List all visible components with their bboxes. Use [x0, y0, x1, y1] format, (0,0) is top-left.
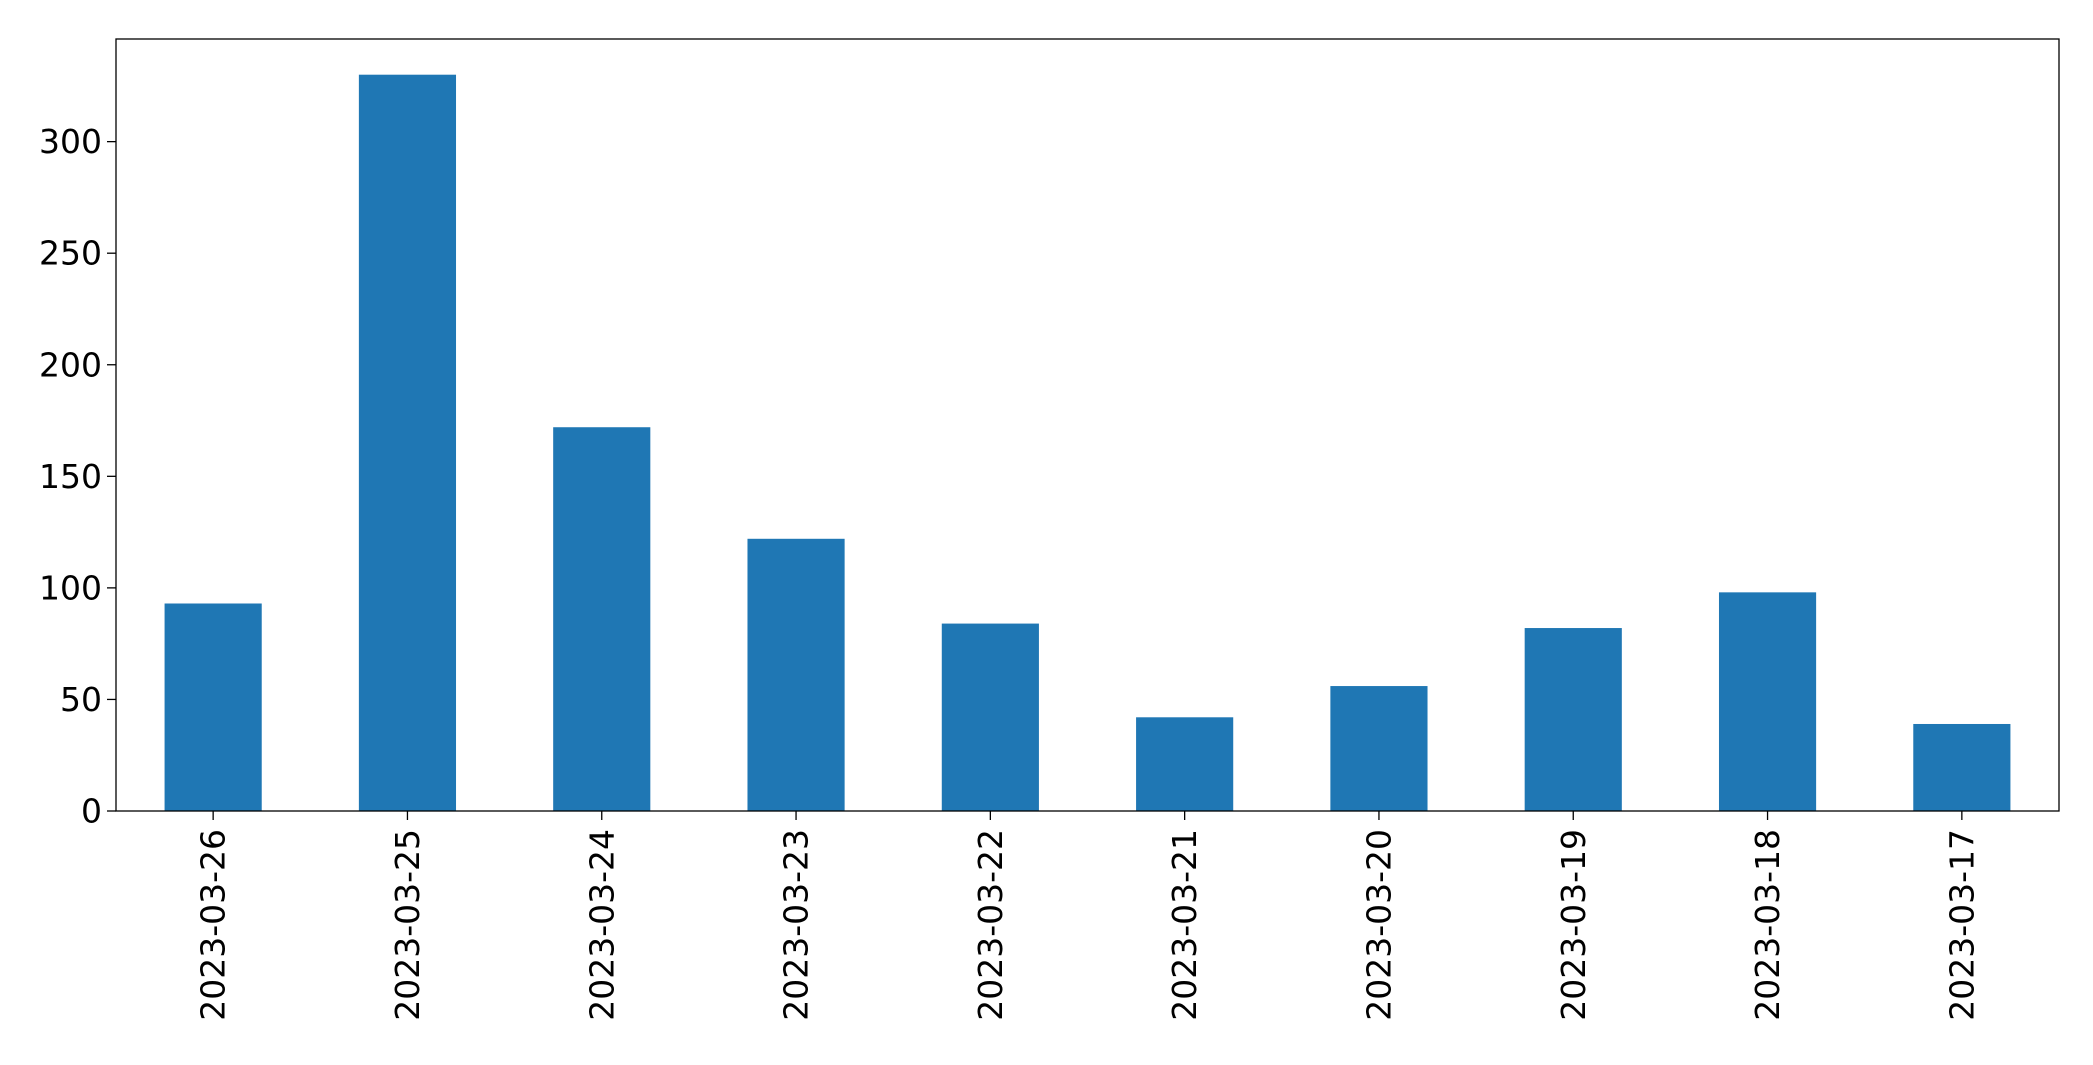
bar-2023-03-24 — [553, 427, 651, 811]
bar-2023-03-21 — [1136, 717, 1234, 811]
bar-2023-03-26 — [164, 603, 262, 811]
bars-layer — [164, 74, 2011, 812]
x-tick-label: 2023-03-24 — [582, 829, 621, 1021]
x-axis: 2023-03-26 2023-03-25 2023-03-24 2023-03-23… — [194, 811, 1981, 1021]
y-tick-label: 200 — [39, 345, 102, 384]
y-tick-label: 250 — [39, 234, 102, 273]
bar-2023-03-23 — [747, 538, 845, 811]
plot-frame — [115, 38, 2060, 812]
x-tick-label: 2023-03-23 — [777, 829, 816, 1021]
bar-2023-03-25 — [358, 74, 457, 812]
y-tick-label: 300 — [39, 122, 102, 161]
x-tick-label: 2023-03-26 — [194, 829, 233, 1021]
x-tick-label: 2023-03-18 — [1748, 829, 1787, 1021]
x-tick-label: 2023-03-20 — [1359, 829, 1398, 1021]
x-tick-label: 2023-03-17 — [1942, 829, 1981, 1021]
bar-2023-03-19 — [1524, 628, 1622, 811]
x-tick-label: 2023-03-21 — [1165, 829, 1204, 1021]
y-axis: 0 50 100 150 200 250 300 — [39, 122, 116, 831]
x-tick-label: 2023-03-25 — [388, 829, 427, 1021]
bar-2023-03-17 — [1913, 723, 2011, 811]
y-tick-label: 150 — [39, 457, 102, 496]
bar-2023-03-18 — [1718, 592, 1817, 811]
x-tick-label: 2023-03-19 — [1554, 829, 1593, 1021]
y-tick-label: 50 — [60, 680, 102, 719]
x-tick-label: 2023-03-22 — [971, 829, 1010, 1021]
bar-2023-03-22 — [941, 623, 1039, 811]
bar-2023-03-20 — [1330, 686, 1428, 811]
y-tick-label: 100 — [39, 568, 102, 607]
y-tick-label: 0 — [81, 792, 102, 831]
